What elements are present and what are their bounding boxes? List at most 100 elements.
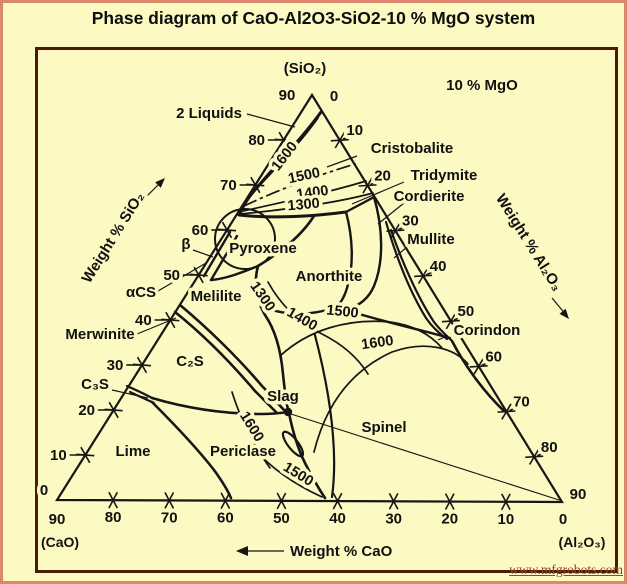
tick-label: 40 [329,510,346,527]
region-label-periclase: Periclase [210,443,276,460]
tick-label: 20 [374,167,391,184]
tick-mark [481,360,491,367]
diagram-box-border [35,47,618,573]
boundary-merwinite-band-upper [178,303,286,412]
isotherm-low-1500 [251,445,323,498]
isotherm-label-mid-1500: 1500 [326,302,360,321]
leader-cristobalite [326,155,358,168]
boundary-anorthite-bottom [267,306,336,315]
left-axis-title: Weight % SiO₂ [78,189,147,286]
tick-label: 10 [346,122,363,139]
tick-label: 60 [217,510,234,527]
isotherm-mid-1400 [267,281,369,375]
bottom-left-corner-label: 90 [49,511,66,528]
boundary-eutectic-lens [281,430,305,458]
right-axis-title: Weight % Al₂O₃ [492,191,565,294]
boundary-lime-periclase [150,400,233,500]
tick-label: 30 [385,510,402,527]
tick-label: 70 [161,509,178,526]
tick-label: 50 [458,303,475,320]
region-label-merwinite: Merwinite [65,326,134,343]
tick-label: 20 [441,511,458,528]
leader-corindon [437,335,448,341]
tick-mark [370,179,380,186]
left-axis-ticks: 10 20 30 40 50 60 70 80 [46,129,293,468]
tick-mark [444,493,455,510]
isotherm-mid-1600 [313,345,469,453]
boundary-central-valley [254,264,327,500]
boundary-silica-trough [237,210,348,219]
watermark-url: www.mfgrobots.com [509,562,623,577]
tick-mark [332,492,343,510]
tick-label: 80 [541,439,558,456]
tick-mark [501,403,512,420]
region-label-c2s: C₂S [176,353,204,370]
tick-mark [445,312,457,330]
tick-label: 30 [107,357,124,374]
boundary-cordierite-left [332,210,353,310]
mgo-note-label: 10 % MgO [446,77,518,94]
region-label-cristobalite: Cristobalite [371,140,454,157]
boundary-mullite-right [389,228,454,343]
boundary-cordierite-top [344,195,376,214]
tick-mark [342,134,353,140]
region-label-beta: β [181,236,190,253]
tick-label: 80 [248,132,265,149]
al2o3-formula-label: (Al₂O₃) [559,534,606,550]
region-label-melilite: Melilite [191,288,242,305]
region-label-lime: Lime [115,443,150,460]
leader-mullite [393,246,408,259]
isotherm-upper-1400 [242,180,367,212]
tick-label: 40 [430,258,447,275]
isotherm-mid-1500 [279,320,443,357]
ternary-triangle [55,92,564,504]
region-label-pyroxene: Pyroxene [229,240,297,257]
leader-c3s [111,389,149,399]
tick-label: 50 [273,510,290,527]
cao-formula-label: (CaO) [41,534,79,550]
region-label-corindon: Corindon [454,322,521,339]
tick-mark [334,132,346,149]
tick-mark [398,224,408,231]
isotherm-upper-1300 [240,192,374,215]
tick-mark [528,448,540,465]
tick-mark [164,492,175,509]
left-origin-tick-label: 0 [40,482,48,499]
right-apex-tick-label: 0 [330,88,338,105]
boundary-c3s-upper [125,384,154,400]
tick-mark [220,492,231,509]
slag-point-marker [283,407,293,417]
page-title: Phase diagram of CaO-Al2O3-SiO2-10 % MgO… [91,8,536,28]
boundary-corindon-wedge [450,339,506,413]
tick-mark [425,270,436,276]
right-vertex-tick-label: 90 [570,486,587,503]
region-label-alpha-cs: αCS [126,284,156,301]
bottom-axis-ticks: 80 70 60 50 40 30 20 10 [101,491,518,531]
bottom-axis-title: Weight % CaO [290,543,393,560]
tick-label: 30 [402,213,419,230]
region-label-two-liquids: 2 Liquids [176,105,242,122]
tick-mark [473,358,484,375]
tick-mark [390,222,401,239]
isotherm-upper-1500 [243,163,356,207]
region-label-tridymite: Tridymite [411,167,478,184]
tick-mark [536,451,547,457]
boundary-spinel-left [308,315,336,499]
isotherm-label-mid-1600: 1600 [360,333,394,353]
tick-label: 60 [485,348,502,365]
boundary-anorthite-corindon-sweep [344,308,452,340]
tick-mark [500,493,511,511]
tick-mark [388,493,399,510]
slag-spinel-tie-line [290,413,560,501]
leader-tridymite [351,181,405,205]
bottom-axis-arrow [236,546,284,556]
leader-alpha-cs [157,262,207,292]
region-label-spinel: Spinel [361,419,406,436]
tick-mark [108,491,119,509]
tick-mark [276,492,287,510]
region-label-anorthite: Anorthite [296,268,363,285]
tick-label: 60 [192,222,209,239]
tick-label: 80 [105,509,122,526]
region-label-c3s: C₃S [81,376,109,393]
